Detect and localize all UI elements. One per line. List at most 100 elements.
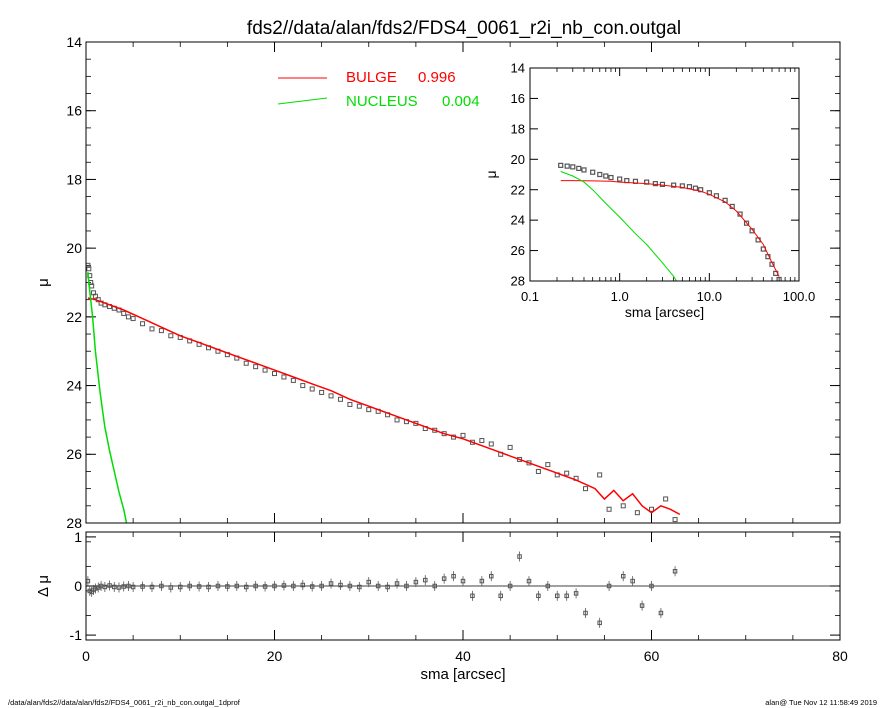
main_profile-data-point — [243, 360, 249, 366]
inset_log_profile-data-point — [743, 220, 750, 226]
residuals-data-point — [187, 583, 192, 589]
main_profile-data-point — [606, 506, 612, 512]
residuals-data-point — [597, 620, 602, 626]
inset_log_profile-data-point — [590, 169, 596, 175]
inset_log_profile-x-tick-label: 10.0 — [697, 289, 722, 304]
residuals-x-tick-label: 80 — [832, 648, 848, 664]
residuals-data-point — [573, 591, 579, 596]
main_profile-data-point — [140, 321, 146, 327]
residuals-data-point — [215, 583, 221, 589]
residuals-y-tick-label: 1 — [74, 529, 82, 545]
inset_log_profile-data-point — [644, 179, 650, 185]
main_profile-data-point — [366, 407, 372, 413]
residuals-data-point — [432, 583, 437, 589]
main_profile-data-point — [649, 506, 654, 512]
main_profile-data-point — [663, 496, 669, 502]
main_profile-y-tick-label: 24 — [66, 377, 82, 393]
residuals-data-point — [300, 582, 306, 588]
main_profile-data-point — [281, 374, 287, 380]
main_profile-y-tick-label: 16 — [66, 103, 82, 119]
residuals-data-point — [126, 583, 131, 589]
legend-nucleus-value: 0.004 — [442, 93, 480, 110]
inset_log_profile-bulge-line — [560, 180, 780, 277]
residuals-data-point — [328, 581, 334, 586]
main_profile-data-point — [460, 432, 466, 438]
main_profile-frame — [85, 41, 841, 524]
main_profile-y-tick-label: 22 — [66, 309, 82, 325]
inset_log_profile-y-tick-label: 16 — [511, 91, 525, 106]
inset_log_profile-y-tick-label: 28 — [511, 274, 525, 289]
residuals-data-point — [375, 583, 381, 589]
footer-right: alan@ Tue Nov 12 11:58:49 2019 — [765, 698, 877, 707]
residuals-data-point — [225, 584, 230, 589]
residuals-data-point — [460, 578, 466, 584]
residuals-data-point — [338, 582, 343, 588]
main_profile-data-point — [272, 371, 277, 377]
inset_log_profile-y-tick-label: 24 — [511, 213, 525, 228]
main_profile-data-point — [253, 364, 259, 370]
residuals-data-point — [498, 593, 503, 599]
main_profile-data-point — [130, 316, 136, 322]
inset_log_profile-x-tick-label: 100.0 — [783, 289, 816, 304]
residuals-data-point — [583, 610, 588, 616]
residuals-data-point — [206, 584, 211, 590]
residuals-data-point — [672, 569, 678, 574]
main_profile-data-point — [300, 383, 306, 389]
inset_log_profile-nucleus-line — [560, 171, 677, 281]
inset_log_profile-data-point — [659, 181, 666, 187]
inset_log_profile-data-point — [564, 163, 570, 169]
inset_log_profile-data-point — [617, 176, 623, 182]
main_profile-data-point — [168, 333, 174, 339]
inset_log_profile-y-axis-label: μ — [483, 170, 499, 178]
main_profile-data-point — [337, 396, 343, 402]
residuals-data-point — [159, 583, 164, 589]
residuals-data-point — [564, 593, 569, 599]
inset_log_profile-data-point — [570, 164, 576, 170]
residuals-data-point — [168, 585, 174, 590]
inset_log_profile-frame — [529, 67, 800, 282]
inset_log_profile-x-tick-label: 1.0 — [611, 289, 629, 304]
residuals-data-point — [243, 584, 249, 590]
inset_log_profile-data-point — [671, 182, 677, 188]
residuals-data-point — [620, 573, 626, 579]
residuals-data-point — [107, 583, 112, 588]
main_profile-data-point — [319, 389, 325, 395]
inset_log_profile-y-tick-label: 14 — [511, 61, 525, 76]
main_profile-data-point — [535, 468, 541, 474]
residuals-frame — [85, 531, 841, 641]
residuals-axes: 0 20 40 60 80 1 0 -1 sma [arcsec] Δ μ — [35, 529, 848, 683]
main_profile-data-point — [92, 293, 98, 299]
footer-left: /data/alan/fds2//data/alan/fds2/FDS4_006… — [8, 698, 241, 707]
main-profile-panel: 14 16 18 20 22 24 26 28 μ — [35, 34, 841, 531]
residuals-data-point — [470, 593, 475, 599]
residuals-data-point — [319, 583, 324, 589]
residuals-data-point — [357, 584, 362, 590]
residuals-data-point — [639, 603, 645, 608]
legend-nucleus-name: NUCLEUS — [346, 93, 418, 110]
inset-log-profile-panel: 0.1 1.0 10.0 100.0 14 16 18 20 22 24 26 28 sma [arcs… — [483, 61, 815, 320]
residuals-panel: 0 20 40 60 80 1 0 -1 sma [arcsec] Δ μ — [35, 529, 848, 683]
inset_log_profile-data-point — [603, 173, 609, 179]
residuals-data-point — [394, 581, 400, 586]
main_profile-data-point — [149, 326, 155, 332]
main_profile-data-point — [86, 262, 91, 268]
inset_log_profile-x-tick-label: 0.1 — [521, 289, 539, 304]
residuals-data-point — [545, 583, 551, 589]
main_profile-data-point — [86, 266, 92, 272]
residuals-data-point — [102, 584, 108, 590]
residuals-data-point — [291, 583, 296, 589]
main_profile-data-point — [328, 393, 334, 399]
residuals-data-point — [262, 584, 268, 589]
main_profile-data-point — [545, 462, 551, 468]
residuals-data-point — [112, 584, 117, 590]
main_profile-data-point — [356, 403, 362, 409]
main_profile-data-point — [634, 510, 640, 516]
main_profile-nucleus-line — [87, 272, 128, 523]
residuals-data-point — [555, 593, 560, 599]
residuals-data-point — [116, 585, 122, 590]
main_profile-data-point — [262, 367, 268, 373]
residuals-data-point — [630, 578, 635, 584]
inset_log_profile-y-tick-label: 26 — [511, 243, 525, 258]
residuals-data-point — [606, 583, 612, 589]
main_profile-data-point — [158, 328, 164, 334]
